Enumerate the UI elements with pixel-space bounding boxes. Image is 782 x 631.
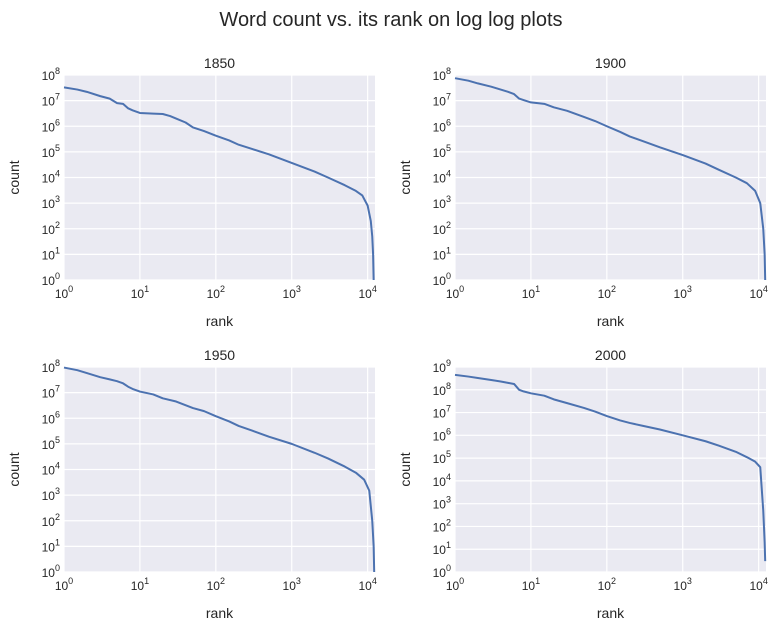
series-line	[454, 373, 767, 562]
y-tick-label: 108	[433, 381, 451, 398]
y-tick-label: 106	[42, 117, 60, 134]
y-tick-label: 105	[433, 449, 451, 466]
y-tick-label: 107	[433, 92, 451, 109]
y-axis-label: count	[6, 160, 22, 194]
x-tick-label: 100	[55, 284, 73, 301]
y-tick-label: 104	[433, 472, 451, 489]
x-tick-label: 104	[358, 576, 376, 593]
y-tick-label: 103	[42, 486, 60, 503]
y-tick-label: 107	[42, 384, 60, 401]
y-tick-label: 105	[42, 435, 60, 452]
figure-title: Word count vs. its rank on log log plots	[219, 9, 562, 31]
y-axis-label: count	[397, 160, 413, 194]
y-axis-label: count	[6, 452, 22, 486]
y-tick-label: 107	[42, 92, 60, 109]
series-line	[454, 77, 767, 281]
x-tick-label: 101	[131, 284, 149, 301]
x-tick-label: 102	[207, 284, 225, 301]
y-tick-label: 104	[42, 461, 60, 478]
series-line	[63, 366, 376, 573]
x-tick-label: 103	[283, 576, 301, 593]
x-tick-label: 100	[446, 576, 464, 593]
y-tick-label: 100	[42, 271, 60, 288]
x-tick-label: 104	[358, 284, 376, 301]
subplot-1950: 100 101 102 103 104 100 101 102 103 104 105 106 107 1…	[6, 347, 377, 621]
y-tick-label: 105	[433, 143, 451, 160]
y-tick-label: 109	[433, 358, 451, 375]
subplot-title: 1850	[204, 55, 235, 71]
x-tick-label: 102	[207, 576, 225, 593]
y-tick-label: 102	[42, 220, 60, 237]
y-tick-label: 108	[42, 358, 60, 375]
x-axis-label: rank	[206, 605, 234, 621]
plot-area	[455, 367, 766, 572]
x-tick-label: 103	[674, 576, 692, 593]
x-tick-label: 100	[446, 284, 464, 301]
x-axis-label: rank	[597, 605, 625, 621]
x-tick-label: 101	[522, 284, 540, 301]
y-tick-label: 105	[42, 143, 60, 160]
y-tick-label: 101	[433, 245, 451, 262]
y-tick-label: 103	[433, 194, 451, 211]
x-tick-label: 103	[283, 284, 301, 301]
y-tick-label: 106	[433, 426, 451, 443]
y-tick-label: 100	[42, 563, 60, 580]
subplot-title: 2000	[595, 347, 626, 363]
y-tick-label: 106	[42, 409, 60, 426]
y-axis-label: count	[397, 452, 413, 486]
y-tick-label: 107	[433, 404, 451, 421]
subplot-title: 1900	[595, 55, 626, 71]
x-tick-label: 101	[522, 576, 540, 593]
x-tick-label: 102	[598, 284, 616, 301]
x-axis-label: rank	[597, 313, 625, 329]
x-tick-label: 103	[674, 284, 692, 301]
y-tick-label: 101	[42, 245, 60, 262]
x-tick-label: 100	[55, 576, 73, 593]
y-tick-label: 108	[42, 66, 60, 83]
series-line	[63, 86, 375, 281]
x-tick-label: 101	[131, 576, 149, 593]
y-tick-label: 106	[433, 117, 451, 134]
y-tick-label: 102	[433, 517, 451, 534]
y-tick-label: 101	[42, 537, 60, 554]
y-tick-label: 103	[42, 194, 60, 211]
y-tick-label: 100	[433, 271, 451, 288]
y-tick-label: 103	[433, 495, 451, 512]
x-tick-label: 102	[598, 576, 616, 593]
subplot-2000: 100 101 102 103 104 100 101 102 103 104 105 106 107 1…	[397, 347, 768, 621]
subplot-1850: 100 101 102 103 104 100 101 102 103 104 105 106 107 1…	[6, 55, 377, 329]
x-tick-label: 104	[749, 284, 767, 301]
x-tick-label: 104	[749, 576, 767, 593]
subplot-title: 1950	[204, 347, 235, 363]
y-tick-label: 108	[433, 66, 451, 83]
x-axis-label: rank	[206, 313, 234, 329]
y-tick-label: 104	[42, 169, 60, 186]
y-tick-label: 102	[42, 512, 60, 529]
y-tick-label: 102	[433, 220, 451, 237]
y-tick-label: 100	[433, 563, 451, 580]
subplot-1900: 100 101 102 103 104 100 101 102 103 104 105 106 107 1…	[397, 55, 768, 329]
y-tick-label: 101	[433, 540, 451, 557]
y-tick-label: 104	[433, 169, 451, 186]
